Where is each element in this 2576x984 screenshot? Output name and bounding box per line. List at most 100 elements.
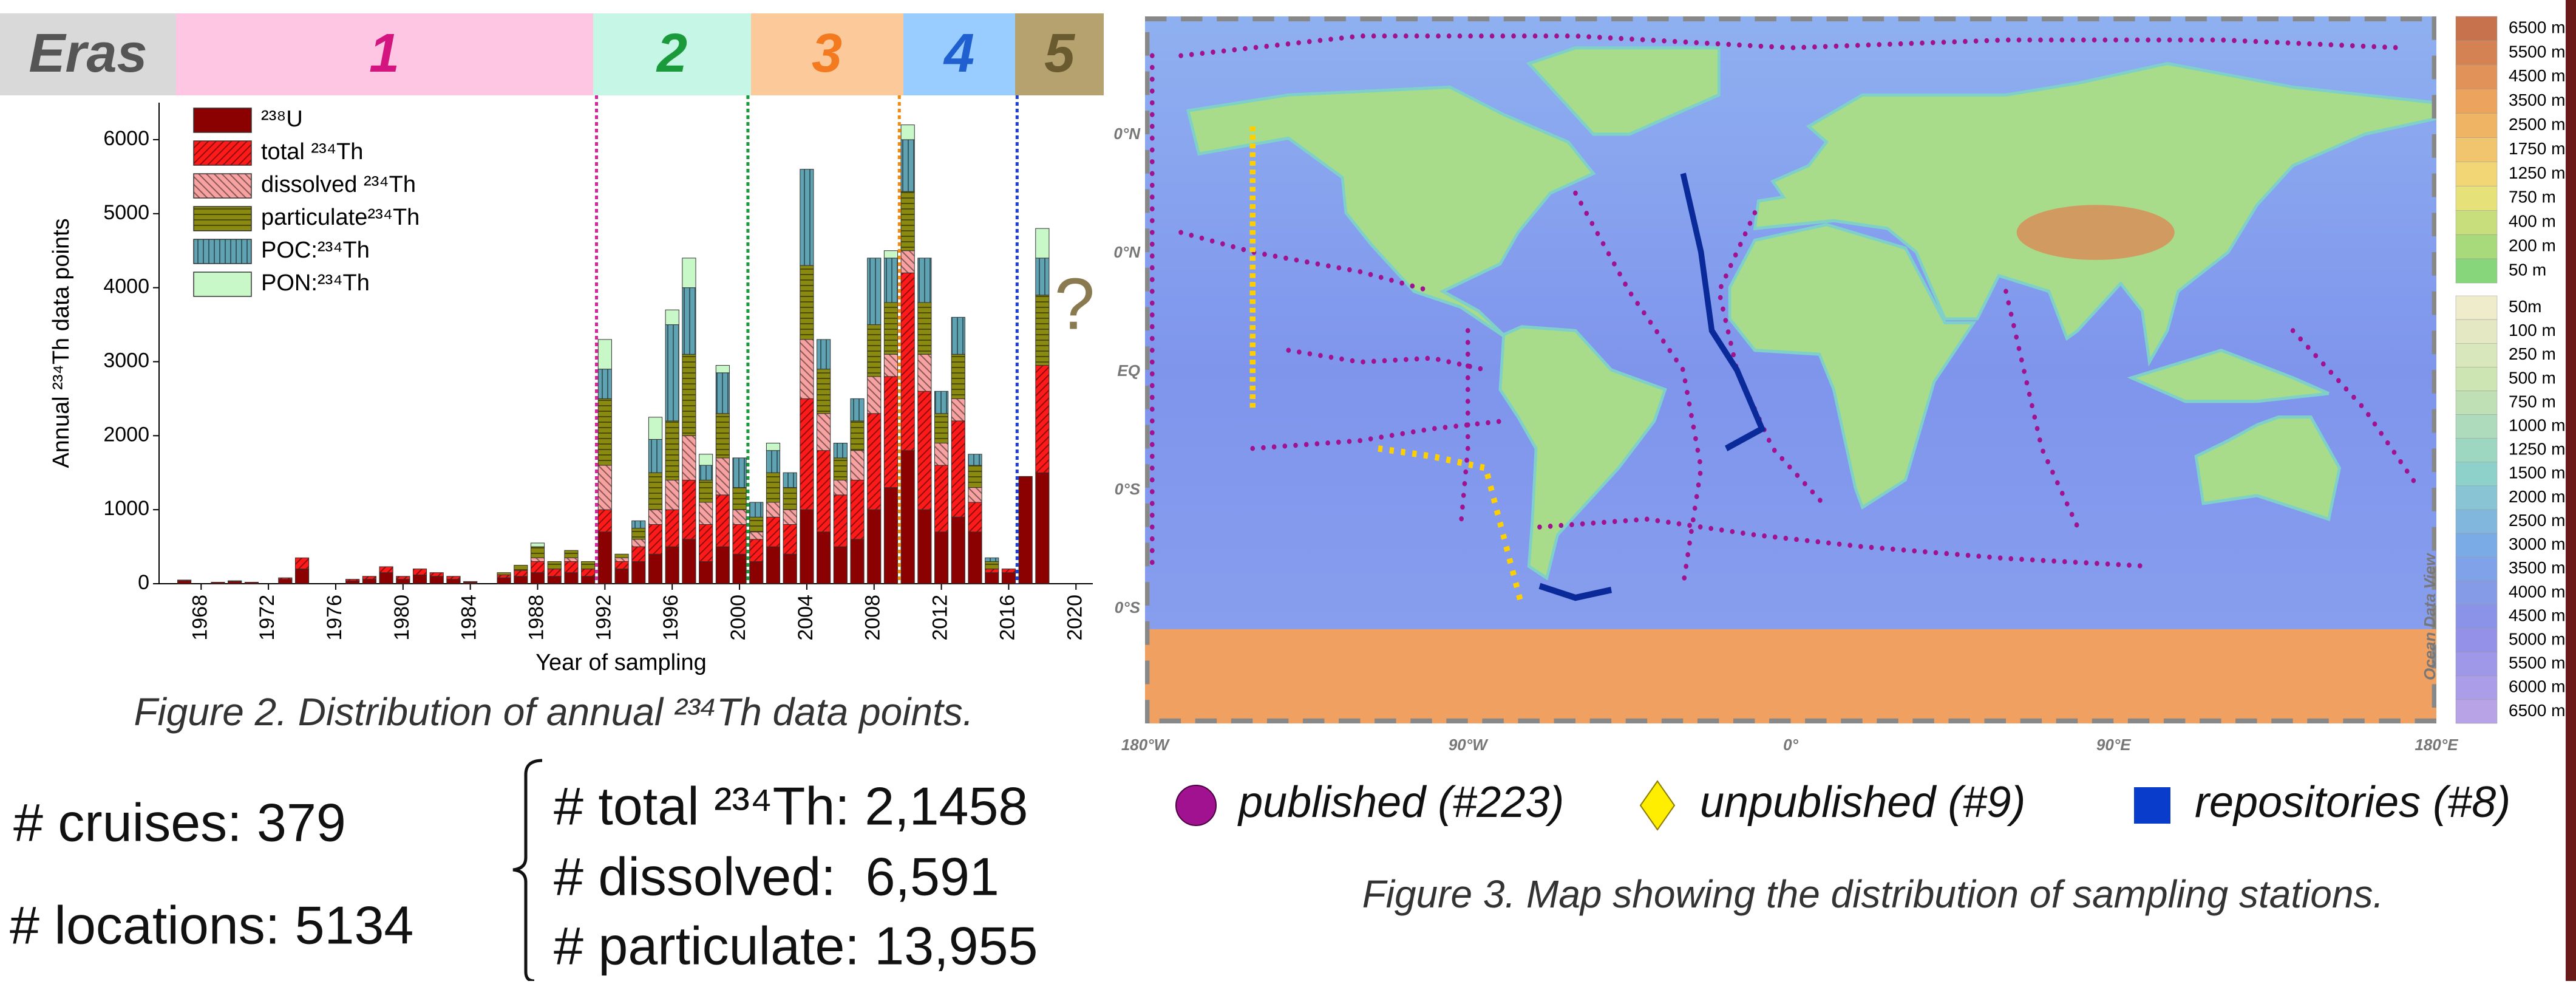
bar-segment bbox=[934, 391, 949, 414]
era-cell bbox=[0, 13, 176, 95]
bar-segment bbox=[917, 302, 932, 355]
x-tick-label: 1992 bbox=[592, 595, 615, 641]
x-tick-label: 1996 bbox=[659, 595, 682, 641]
bar-segment bbox=[766, 450, 781, 473]
lat-label: 0°S bbox=[1115, 598, 1141, 617]
bar-segment bbox=[900, 191, 915, 251]
stats: # cruises: 379 # locations: 5134 # total… bbox=[10, 759, 1038, 983]
bar-segment bbox=[547, 569, 562, 577]
colorbar-cell bbox=[2455, 319, 2498, 344]
bar-segment bbox=[883, 487, 899, 584]
era-cell bbox=[176, 13, 593, 95]
bar-segment bbox=[800, 509, 814, 584]
bar-segment bbox=[749, 516, 764, 533]
bar-segment bbox=[177, 579, 192, 581]
lon-label: 90°W bbox=[1449, 736, 1489, 754]
bar-segment bbox=[446, 579, 461, 584]
bar-segment bbox=[699, 561, 713, 584]
bar-segment bbox=[800, 339, 814, 399]
bar-segment bbox=[883, 302, 899, 355]
station-tracks bbox=[1149, 33, 2421, 589]
legend-label: PON:²³⁴Th bbox=[261, 270, 370, 296]
era-cell bbox=[593, 13, 751, 95]
colorbar-label: 1250 m bbox=[2509, 440, 2565, 459]
bar-segment bbox=[530, 557, 545, 562]
colorbar-label: 5000 m bbox=[2509, 630, 2565, 649]
x-axis-label: Year of sampling bbox=[535, 650, 707, 675]
x-tick-label: 2020 bbox=[1063, 595, 1086, 641]
map-legend-marker bbox=[1175, 785, 1217, 826]
colorbar-label: 2000 m bbox=[2509, 487, 2565, 506]
colorbar-cell bbox=[2455, 210, 2498, 235]
bar-segment bbox=[900, 250, 915, 273]
antarctica bbox=[1145, 629, 2436, 723]
bar-segment bbox=[783, 487, 797, 510]
map-legend-label: unpublished (#9) bbox=[1700, 778, 2025, 827]
bar-segment bbox=[850, 539, 865, 584]
bar-segment bbox=[597, 339, 612, 370]
bar-segment bbox=[833, 546, 848, 584]
bar-segment bbox=[951, 516, 965, 584]
y-axis-label: Annual ²³⁴Th data points bbox=[49, 218, 74, 468]
figure-caption: Figure 3. Map showing the distribution o… bbox=[1362, 872, 2384, 916]
bar-segment bbox=[631, 561, 646, 584]
bar-segment bbox=[294, 557, 310, 570]
bar-segment bbox=[749, 561, 764, 584]
colorbar-label: 750 m bbox=[2509, 188, 2556, 207]
indonesia bbox=[2127, 348, 2330, 403]
bar-segment bbox=[682, 435, 696, 480]
bar-segment bbox=[429, 572, 444, 577]
bar-segment bbox=[968, 454, 982, 466]
lon-label: 0° bbox=[1783, 736, 1798, 754]
bar-segment bbox=[597, 509, 612, 533]
bar-segment bbox=[412, 569, 427, 575]
bar-segment bbox=[783, 524, 797, 555]
bar-segment bbox=[732, 553, 747, 584]
bar-segment bbox=[396, 579, 410, 584]
era-number: 1 bbox=[369, 23, 399, 84]
colorbar-cell bbox=[2455, 485, 2498, 510]
bar-segment bbox=[985, 561, 999, 570]
bar-segment bbox=[850, 420, 865, 451]
legend-label: ²³⁸U bbox=[261, 106, 303, 132]
bar-segment bbox=[294, 569, 310, 584]
bar-segment bbox=[699, 479, 713, 503]
bar-segment bbox=[699, 454, 713, 466]
x-tick-label: 1968 bbox=[188, 595, 211, 641]
bar-segment bbox=[783, 509, 797, 525]
stat-line: # particulate: 13,955 bbox=[554, 915, 1038, 975]
bar-segment bbox=[968, 465, 982, 488]
bar-segment bbox=[614, 569, 629, 584]
bar-segment bbox=[228, 581, 242, 584]
bar-segment bbox=[783, 472, 797, 488]
x-tick-label: 2004 bbox=[794, 595, 817, 641]
bar-segment bbox=[934, 531, 949, 584]
y-tick-label: 3000 bbox=[103, 349, 149, 372]
map-canvas bbox=[1145, 16, 2436, 723]
map-legend-marker bbox=[2134, 787, 2170, 824]
colorbar-label: 200 m bbox=[2509, 236, 2556, 255]
colorbar-cell bbox=[2455, 556, 2498, 581]
colorbar-cell bbox=[2455, 89, 2498, 114]
bar-segment bbox=[749, 502, 764, 518]
bar-segment bbox=[934, 465, 949, 533]
y-tick-label: 6000 bbox=[103, 127, 149, 150]
bar-segment bbox=[917, 258, 932, 303]
bar-segment bbox=[597, 531, 612, 584]
colorbar-cell bbox=[2455, 699, 2498, 724]
bar-segment bbox=[597, 398, 612, 466]
legend-label: POC:²³⁴Th bbox=[261, 237, 370, 263]
bar-segment bbox=[530, 546, 545, 558]
bar-segment bbox=[934, 442, 949, 466]
repository-track bbox=[1538, 583, 1613, 601]
bar-segment bbox=[968, 502, 982, 533]
bar-segment bbox=[547, 561, 562, 570]
legend-swatch bbox=[193, 140, 252, 166]
bar-segment bbox=[867, 413, 882, 510]
lon-label: 180°E bbox=[2415, 736, 2458, 754]
bar-segment bbox=[631, 539, 646, 547]
bar-segment bbox=[412, 574, 427, 584]
bar-segment bbox=[1001, 569, 1016, 573]
colorbar-label: 3000 m bbox=[2509, 535, 2565, 553]
bar-segment bbox=[446, 576, 461, 580]
